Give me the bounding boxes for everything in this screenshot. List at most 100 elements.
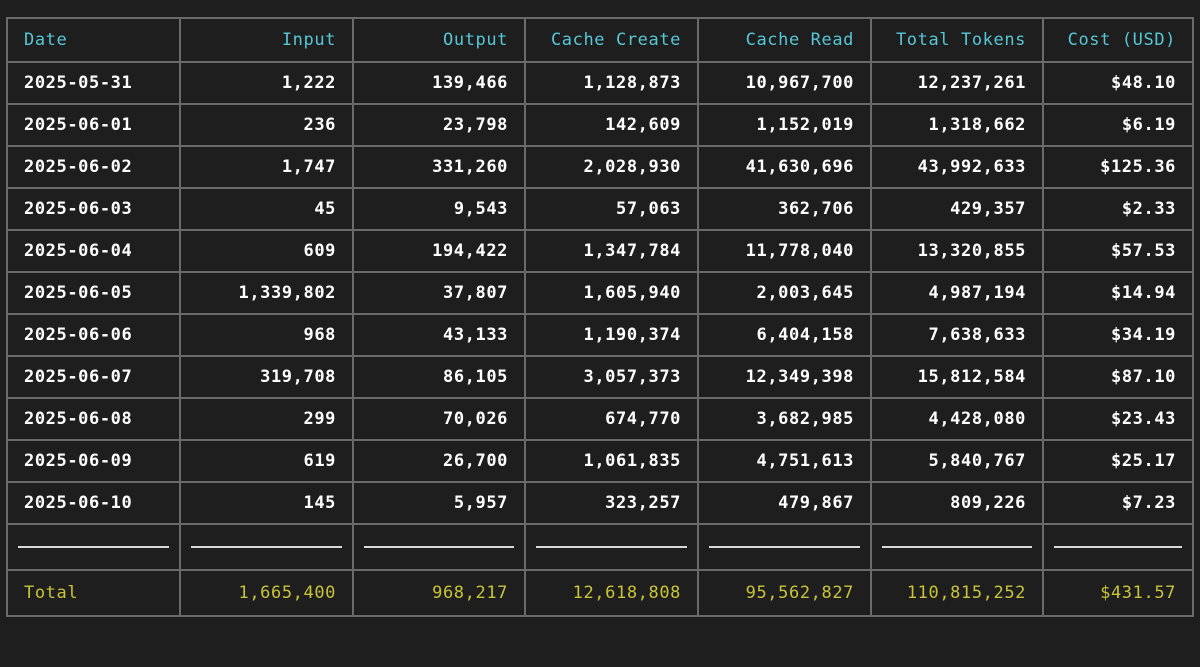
cell-cache-create: 323,257 [524, 481, 699, 525]
separator-rule [709, 546, 860, 548]
cell-output: 194,422 [352, 229, 526, 273]
cell-cost: $87.10 [1042, 355, 1194, 399]
table-row: 2025-06-04 609 194,422 1,347,784 11,778,040 1… [6, 229, 1194, 273]
cell-date: 2025-06-05 [6, 271, 181, 315]
cell-cost: $48.10 [1042, 61, 1194, 105]
cell-cost: $23.43 [1042, 397, 1194, 441]
separator-cell [6, 523, 181, 571]
table-row: 2025-05-31 1,222 139,466 1,128,873 10,967,70… [6, 61, 1194, 105]
cell-cache-create: 1,190,374 [524, 313, 699, 357]
cell-cost: $2.33 [1042, 187, 1194, 231]
cell-date: 2025-06-10 [6, 481, 181, 525]
cell-output: 86,105 [352, 355, 526, 399]
cell-total-tokens: 4,987,194 [870, 271, 1044, 315]
cell-cache-read: 11,778,040 [697, 229, 872, 273]
separator-cell [870, 523, 1044, 571]
cell-cache-read: 41,630,696 [697, 145, 872, 189]
cell-cache-read: 1,152,019 [697, 103, 872, 147]
cell-cost: $34.19 [1042, 313, 1194, 357]
cell-total-tokens: 5,840,767 [870, 439, 1044, 483]
usage-table: Date Input Output Cache Create Cache Rea… [6, 17, 1194, 617]
total-total-tokens: 110,815,252 [870, 569, 1044, 617]
cell-total-tokens: 15,812,584 [870, 355, 1044, 399]
cell-total-tokens: 4,428,080 [870, 397, 1044, 441]
cell-cache-read: 12,349,398 [697, 355, 872, 399]
cell-cache-create: 1,347,784 [524, 229, 699, 273]
cell-cache-read: 2,003,645 [697, 271, 872, 315]
header-row: Date Input Output Cache Create Cache Rea… [6, 17, 1194, 63]
cell-date: 2025-06-03 [6, 187, 181, 231]
cell-date: 2025-06-09 [6, 439, 181, 483]
table-row: 2025-06-03 45 9,543 57,063 362,706 429,357 $2.… [6, 187, 1194, 231]
total-cache-read: 95,562,827 [697, 569, 872, 617]
table-row: 2025-06-09 619 26,700 1,061,835 4,751,613 5,8… [6, 439, 1194, 483]
total-output: 968,217 [352, 569, 526, 617]
separator-cell [179, 523, 354, 571]
cell-cache-read: 479,867 [697, 481, 872, 525]
separator-rule [364, 546, 514, 548]
cell-cache-create: 1,061,835 [524, 439, 699, 483]
table-row: 2025-06-05 1,339,802 37,807 1,605,940 2,003,… [6, 271, 1194, 315]
cell-date: 2025-05-31 [6, 61, 181, 105]
header-total-tokens: Total Tokens [870, 17, 1044, 63]
table-row: 2025-06-01 236 23,798 142,609 1,152,019 1,318… [6, 103, 1194, 147]
separator-cell [1042, 523, 1194, 571]
cell-cache-create: 3,057,373 [524, 355, 699, 399]
cell-cache-read: 362,706 [697, 187, 872, 231]
cell-cost: $6.19 [1042, 103, 1194, 147]
cell-cache-read: 10,967,700 [697, 61, 872, 105]
cell-input: 1,222 [179, 61, 354, 105]
cell-output: 23,798 [352, 103, 526, 147]
cell-input: 145 [179, 481, 354, 525]
cell-input: 236 [179, 103, 354, 147]
cell-output: 139,466 [352, 61, 526, 105]
cell-total-tokens: 809,226 [870, 481, 1044, 525]
separator-cell [524, 523, 699, 571]
cell-total-tokens: 13,320,855 [870, 229, 1044, 273]
cell-input: 45 [179, 187, 354, 231]
cell-cache-create: 142,609 [524, 103, 699, 147]
header-input: Input [179, 17, 354, 63]
cell-total-tokens: 43,992,633 [870, 145, 1044, 189]
cell-date: 2025-06-08 [6, 397, 181, 441]
total-input: 1,665,400 [179, 569, 354, 617]
cell-cache-create: 1,128,873 [524, 61, 699, 105]
cell-output: 331,260 [352, 145, 526, 189]
cell-cost: $25.17 [1042, 439, 1194, 483]
cell-output: 43,133 [352, 313, 526, 357]
cell-cache-create: 1,605,940 [524, 271, 699, 315]
cell-total-tokens: 7,638,633 [870, 313, 1044, 357]
cell-date: 2025-06-02 [6, 145, 181, 189]
cell-input: 299 [179, 397, 354, 441]
total-label: Total [6, 569, 181, 617]
cell-cache-read: 3,682,985 [697, 397, 872, 441]
cell-output: 37,807 [352, 271, 526, 315]
cell-input: 968 [179, 313, 354, 357]
cell-cost: $57.53 [1042, 229, 1194, 273]
cell-total-tokens: 12,237,261 [870, 61, 1044, 105]
cell-cache-create: 57,063 [524, 187, 699, 231]
cell-cache-create: 2,028,930 [524, 145, 699, 189]
cell-date: 2025-06-07 [6, 355, 181, 399]
cell-cost: $14.94 [1042, 271, 1194, 315]
cell-output: 70,026 [352, 397, 526, 441]
cell-date: 2025-06-01 [6, 103, 181, 147]
cell-date: 2025-06-06 [6, 313, 181, 357]
cell-cost: $125.36 [1042, 145, 1194, 189]
separator-cell [352, 523, 526, 571]
cell-output: 9,543 [352, 187, 526, 231]
cell-input: 609 [179, 229, 354, 273]
header-cost: Cost (USD) [1042, 17, 1194, 63]
total-cache-create: 12,618,808 [524, 569, 699, 617]
header-cache-read: Cache Read [697, 17, 872, 63]
cell-output: 5,957 [352, 481, 526, 525]
cell-input: 619 [179, 439, 354, 483]
cell-cost: $7.23 [1042, 481, 1194, 525]
cell-date: 2025-06-04 [6, 229, 181, 273]
cell-total-tokens: 1,318,662 [870, 103, 1044, 147]
header-date: Date [6, 17, 181, 63]
cell-input: 1,747 [179, 145, 354, 189]
separator-rule [18, 546, 169, 548]
table-row: 2025-06-07 319,708 86,105 3,057,373 12,349,3… [6, 355, 1194, 399]
